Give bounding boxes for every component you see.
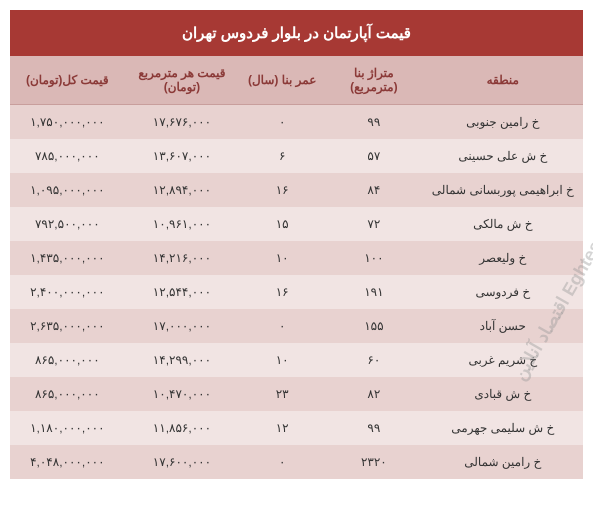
table-row: خ رامین جنوبی ۹۹ ۰ ۱۷,۶۷۶,۰۰۰ ۱,۷۵۰,۰۰۰,…	[10, 105, 583, 140]
col-header-age: عمر بنا (سال)	[239, 56, 325, 105]
cell-region: حسن آباد	[423, 309, 583, 343]
cell-age: ۱۰	[239, 241, 325, 275]
cell-region: خ رامین جنوبی	[423, 105, 583, 140]
cell-area: ۱۵۵	[325, 309, 422, 343]
cell-area: ۹۹	[325, 411, 422, 445]
cell-total: ۱,۰۹۵,۰۰۰,۰۰۰	[10, 173, 125, 207]
cell-age: ۱۶	[239, 275, 325, 309]
cell-total: ۷۸۵,۰۰۰,۰۰۰	[10, 139, 125, 173]
cell-age: ۱۵	[239, 207, 325, 241]
cell-total: ۷۹۲,۵۰۰,۰۰۰	[10, 207, 125, 241]
cell-ppm: ۱۷,۶۰۰,۰۰۰	[125, 445, 240, 479]
col-header-ppm: قیمت هر مترمربع (تومان)	[125, 56, 240, 105]
cell-total: ۸۶۵,۰۰۰,۰۰۰	[10, 377, 125, 411]
cell-ppm: ۱۷,۰۰۰,۰۰۰	[125, 309, 240, 343]
cell-region: خ ابراهیمی پوربسانی شمالی	[423, 173, 583, 207]
table-row: خ ش علی حسینی ۵۷ ۶ ۱۳,۶۰۷,۰۰۰ ۷۸۵,۰۰۰,۰۰…	[10, 139, 583, 173]
cell-area: ۱۰۰	[325, 241, 422, 275]
cell-ppm: ۱۴,۲۱۶,۰۰۰	[125, 241, 240, 275]
col-header-area: متراژ بنا (مترمربع)	[325, 56, 422, 105]
cell-ppm: ۱۷,۶۷۶,۰۰۰	[125, 105, 240, 140]
table-row: خ ش مالکی ۷۲ ۱۵ ۱۰,۹۶۱,۰۰۰ ۷۹۲,۵۰۰,۰۰۰	[10, 207, 583, 241]
cell-region: خ ش مالکی	[423, 207, 583, 241]
cell-region: خ ولیعصر	[423, 241, 583, 275]
cell-age: ۶	[239, 139, 325, 173]
cell-region: خ رامین شمالی	[423, 445, 583, 479]
cell-age: ۱۲	[239, 411, 325, 445]
cell-age: ۲۳	[239, 377, 325, 411]
cell-total: ۲,۶۳۵,۰۰۰,۰۰۰	[10, 309, 125, 343]
table-row: خ ش قبادی ۸۲ ۲۳ ۱۰,۴۷۰,۰۰۰ ۸۶۵,۰۰۰,۰۰۰	[10, 377, 583, 411]
cell-ppm: ۱۰,۹۶۱,۰۰۰	[125, 207, 240, 241]
price-table-container: قیمت آپارتمان در بلوار فردوس تهران منطقه…	[10, 10, 583, 479]
cell-area: ۵۷	[325, 139, 422, 173]
cell-total: ۱,۱۸۰,۰۰۰,۰۰۰	[10, 411, 125, 445]
price-table: منطقه متراژ بنا (مترمربع) عمر بنا (سال) …	[10, 56, 583, 479]
cell-age: ۰	[239, 105, 325, 140]
cell-area: ۶۰	[325, 343, 422, 377]
table-row: خ فردوسی ۱۹۱ ۱۶ ۱۲,۵۴۴,۰۰۰ ۲,۴۰۰,۰۰۰,۰۰۰	[10, 275, 583, 309]
table-row: حسن آباد ۱۵۵ ۰ ۱۷,۰۰۰,۰۰۰ ۲,۶۳۵,۰۰۰,۰۰۰	[10, 309, 583, 343]
table-row: خ ولیعصر ۱۰۰ ۱۰ ۱۴,۲۱۶,۰۰۰ ۱,۴۳۵,۰۰۰,۰۰۰	[10, 241, 583, 275]
table-row: خ ابراهیمی پوربسانی شمالی ۸۴ ۱۶ ۱۲,۸۹۴,۰…	[10, 173, 583, 207]
cell-region: خ ش سلیمی جهرمی	[423, 411, 583, 445]
cell-age: ۱۶	[239, 173, 325, 207]
cell-total: ۱,۴۳۵,۰۰۰,۰۰۰	[10, 241, 125, 275]
cell-ppm: ۱۴,۲۹۹,۰۰۰	[125, 343, 240, 377]
col-header-total: قیمت کل(تومان)	[10, 56, 125, 105]
cell-ppm: ۱۳,۶۰۷,۰۰۰	[125, 139, 240, 173]
cell-area: ۸۴	[325, 173, 422, 207]
cell-ppm: ۱۲,۵۴۴,۰۰۰	[125, 275, 240, 309]
table-row: خ رامین شمالی ۲۳۲۰ ۰ ۱۷,۶۰۰,۰۰۰ ۴,۰۴۸,۰۰…	[10, 445, 583, 479]
cell-age: ۱۰	[239, 343, 325, 377]
cell-total: ۱,۷۵۰,۰۰۰,۰۰۰	[10, 105, 125, 140]
table-body: خ رامین جنوبی ۹۹ ۰ ۱۷,۶۷۶,۰۰۰ ۱,۷۵۰,۰۰۰,…	[10, 105, 583, 480]
cell-area: ۱۹۱	[325, 275, 422, 309]
cell-area: ۷۲	[325, 207, 422, 241]
cell-ppm: ۱۱,۸۵۶,۰۰۰	[125, 411, 240, 445]
header-row: منطقه متراژ بنا (مترمربع) عمر بنا (سال) …	[10, 56, 583, 105]
cell-region: خ شریم غربی	[423, 343, 583, 377]
cell-total: ۲,۴۰۰,۰۰۰,۰۰۰	[10, 275, 125, 309]
cell-region: خ ش قبادی	[423, 377, 583, 411]
cell-area: ۲۳۲۰	[325, 445, 422, 479]
cell-total: ۴,۰۴۸,۰۰۰,۰۰۰	[10, 445, 125, 479]
col-header-region: منطقه	[423, 56, 583, 105]
cell-region: خ ش علی حسینی	[423, 139, 583, 173]
cell-region: خ فردوسی	[423, 275, 583, 309]
cell-ppm: ۱۰,۴۷۰,۰۰۰	[125, 377, 240, 411]
cell-area: ۸۲	[325, 377, 422, 411]
table-row: خ شریم غربی ۶۰ ۱۰ ۱۴,۲۹۹,۰۰۰ ۸۶۵,۰۰۰,۰۰۰	[10, 343, 583, 377]
cell-area: ۹۹	[325, 105, 422, 140]
cell-age: ۰	[239, 445, 325, 479]
cell-total: ۸۶۵,۰۰۰,۰۰۰	[10, 343, 125, 377]
table-row: خ ش سلیمی جهرمی ۹۹ ۱۲ ۱۱,۸۵۶,۰۰۰ ۱,۱۸۰,۰…	[10, 411, 583, 445]
table-title: قیمت آپارتمان در بلوار فردوس تهران	[10, 10, 583, 56]
cell-ppm: ۱۲,۸۹۴,۰۰۰	[125, 173, 240, 207]
cell-age: ۰	[239, 309, 325, 343]
